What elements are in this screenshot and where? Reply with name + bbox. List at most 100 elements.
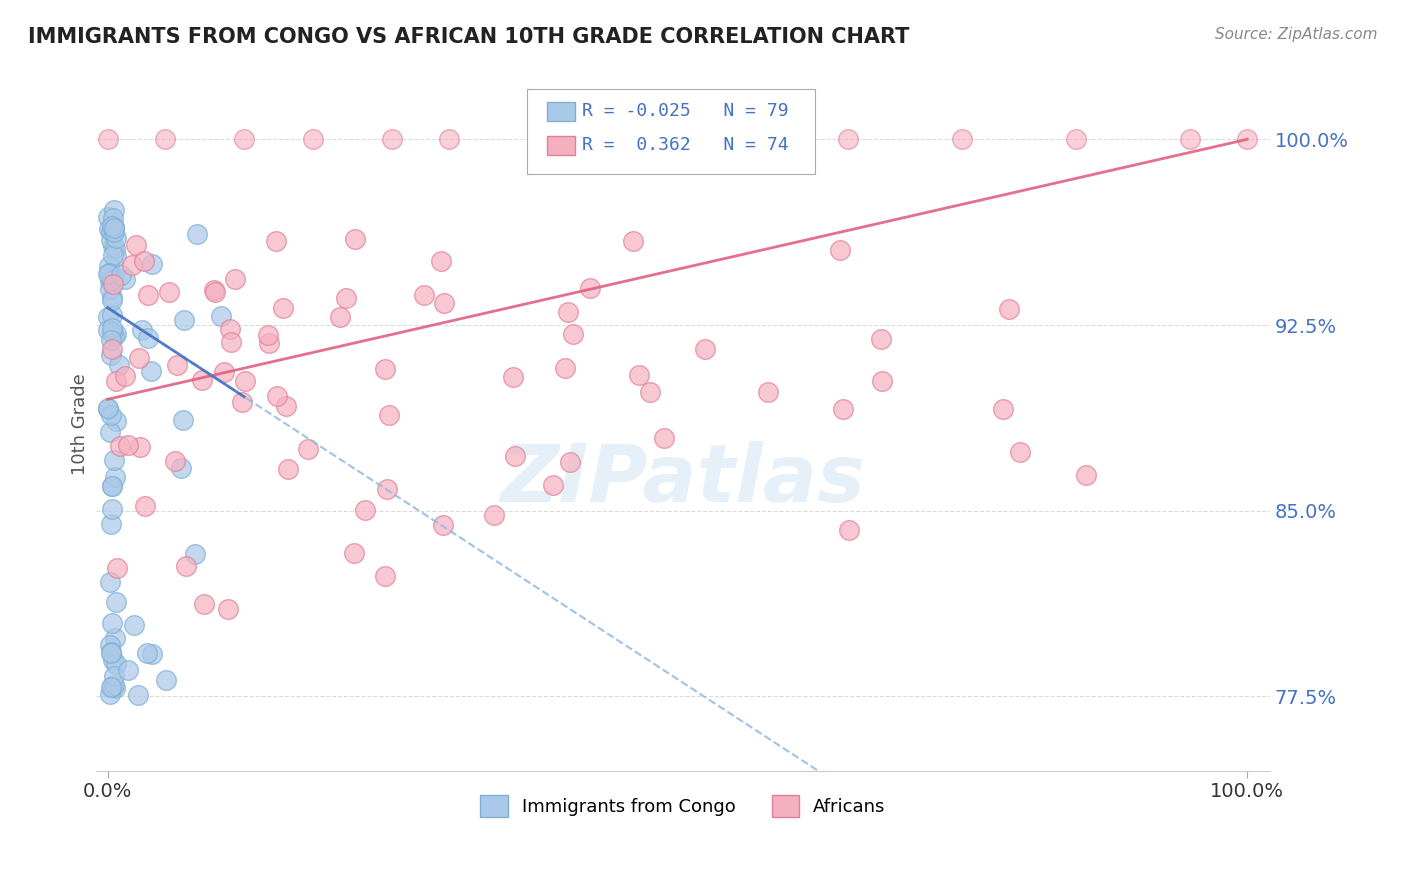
Point [1010, 445, 1032, 459]
Point [117, 438, 139, 452]
Point [100, 233, 122, 247]
Point [439, 132, 461, 146]
Point [100, 325, 122, 339]
Point [344, 232, 367, 246]
Point [233, 375, 256, 389]
Text: Source: ZipAtlas.com: Source: ZipAtlas.com [1215, 27, 1378, 42]
Legend: Immigrants from Congo, Africans: Immigrants from Congo, Africans [474, 788, 893, 824]
Point [97, 401, 120, 416]
Point [101, 502, 124, 516]
Point [212, 365, 235, 379]
Point [202, 283, 225, 297]
Point [100, 479, 122, 493]
Point [110, 268, 132, 282]
Point [297, 442, 319, 456]
Point [233, 132, 256, 146]
Point [98, 222, 121, 236]
Point [155, 673, 177, 687]
Point [219, 335, 242, 350]
Point [103, 219, 125, 234]
Point [138, 288, 160, 302]
Point [104, 595, 127, 609]
Point [132, 254, 155, 268]
Text: R = -0.025   N = 79: R = -0.025 N = 79 [582, 103, 789, 120]
Point [98, 282, 121, 296]
Point [105, 249, 128, 263]
Point [628, 368, 651, 382]
Point [266, 234, 288, 248]
Point [209, 309, 232, 323]
Point [838, 524, 860, 538]
Point [609, 132, 631, 146]
Point [837, 132, 859, 146]
Point [578, 280, 600, 294]
Point [105, 326, 128, 341]
Point [101, 222, 124, 236]
Point [231, 395, 253, 409]
Point [103, 669, 125, 683]
Point [100, 638, 122, 652]
Point [104, 231, 127, 245]
Point [869, 331, 891, 345]
Point [1074, 468, 1097, 483]
Point [153, 132, 176, 146]
Point [186, 227, 208, 241]
Point [101, 219, 124, 233]
Point [433, 296, 456, 310]
Point [103, 202, 125, 217]
Point [103, 469, 125, 483]
Point [184, 547, 207, 561]
Point [100, 293, 122, 307]
Point [141, 647, 163, 661]
Point [100, 645, 122, 659]
Point [266, 388, 288, 402]
Point [97, 210, 120, 224]
Point [98, 425, 121, 440]
Point [190, 373, 212, 387]
Point [100, 479, 122, 493]
Point [101, 321, 124, 335]
Point [103, 221, 125, 235]
Point [166, 358, 188, 372]
Point [103, 277, 125, 291]
Point [172, 413, 194, 427]
Point [98, 687, 121, 701]
Point [1236, 132, 1258, 146]
Point [101, 653, 124, 667]
Point [377, 409, 399, 423]
Point [101, 308, 124, 322]
Point [127, 688, 149, 702]
Point [561, 327, 583, 342]
Point [157, 285, 180, 299]
Point [505, 449, 527, 463]
Point [103, 329, 125, 343]
Point [107, 359, 129, 373]
Point [141, 257, 163, 271]
Point [257, 328, 280, 343]
Point [100, 680, 122, 694]
Point [224, 272, 246, 286]
Point [105, 374, 128, 388]
Point [97, 401, 120, 415]
Point [98, 574, 121, 589]
Point [998, 302, 1021, 317]
Point [756, 384, 779, 399]
Point [104, 681, 127, 695]
Point [413, 288, 436, 302]
Point [103, 211, 125, 226]
Point [98, 266, 121, 280]
Point [174, 559, 197, 574]
Point [105, 561, 128, 575]
Y-axis label: 10th Grade: 10th Grade [72, 373, 89, 475]
Point [103, 225, 125, 239]
Point [108, 440, 131, 454]
Point [557, 304, 579, 318]
Point [638, 385, 661, 400]
Point [131, 323, 153, 337]
Point [870, 374, 893, 388]
Point [259, 335, 281, 350]
Point [652, 431, 675, 445]
Point [173, 313, 195, 327]
Point [100, 409, 122, 423]
Point [217, 602, 239, 616]
